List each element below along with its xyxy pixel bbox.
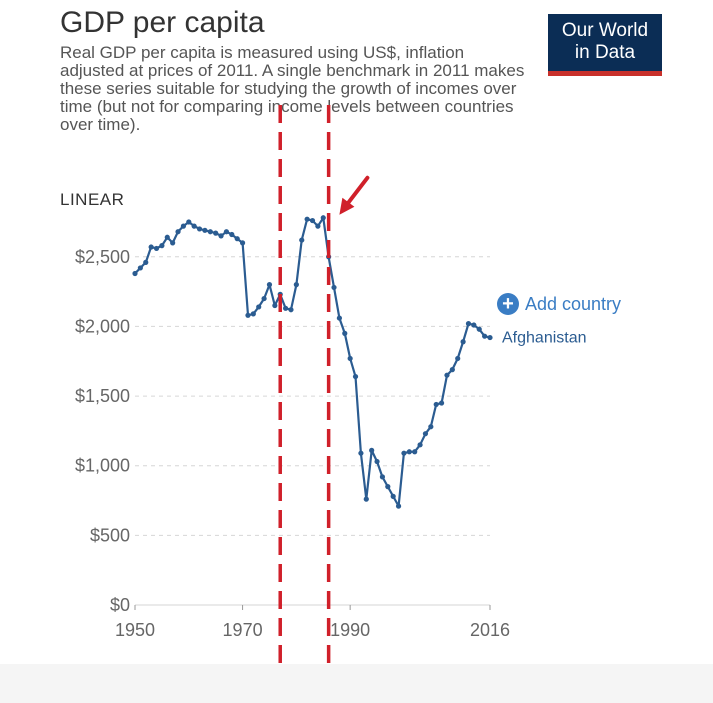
data-point	[175, 229, 181, 235]
series-line	[134, 216, 491, 508]
data-point	[153, 245, 160, 252]
data-point	[331, 284, 337, 291]
data-point	[207, 229, 213, 235]
add-country-button[interactable]: + Add country	[497, 293, 621, 315]
data-point	[406, 449, 412, 455]
data-point	[412, 449, 418, 455]
data-point	[342, 330, 348, 336]
data-point	[379, 474, 386, 480]
data-point	[487, 334, 493, 341]
data-point	[266, 282, 273, 288]
data-point	[137, 265, 143, 271]
data-point	[223, 229, 230, 235]
data-point	[283, 305, 289, 311]
data-point	[369, 447, 375, 453]
data-point	[438, 400, 445, 406]
data-point	[476, 326, 482, 332]
data-point	[213, 230, 219, 236]
chart-subtitle: Real GDP per capita is measured using US…	[60, 43, 525, 134]
data-point	[465, 321, 472, 327]
annotation-layer	[278, 105, 370, 703]
x-tick-label: 2016	[470, 620, 510, 640]
y-tick-label: $500	[90, 525, 130, 545]
data-point	[455, 355, 461, 362]
x-tick-label: 1970	[223, 620, 263, 640]
bottom-strip	[0, 664, 713, 703]
data-point	[363, 496, 369, 502]
data-point	[299, 237, 305, 243]
y-tick-label: $1,000	[75, 456, 130, 476]
data-point	[482, 333, 488, 339]
x-tick-label: 1950	[115, 620, 155, 640]
data-point	[352, 373, 359, 380]
logo-line-2: in Data	[574, 42, 636, 63]
data-point	[288, 307, 294, 313]
grid-layer	[135, 256, 490, 606]
y-tick-label: $2,000	[75, 316, 130, 336]
data-point	[191, 223, 197, 229]
data-point	[347, 355, 353, 362]
page-title: GDP per capita	[60, 6, 265, 39]
series-layer: Afghanistan	[132, 215, 587, 509]
data-point	[143, 259, 149, 265]
data-point	[245, 312, 251, 318]
data-point	[374, 458, 380, 465]
data-point	[250, 311, 256, 317]
data-point	[422, 431, 429, 437]
data-point	[460, 339, 466, 345]
add-country-label: Add country	[525, 293, 622, 314]
data-point	[433, 401, 439, 408]
data-point	[229, 231, 235, 238]
logo-line-1: Our World	[561, 20, 649, 41]
data-point	[336, 315, 342, 321]
data-point	[132, 270, 138, 277]
data-point	[304, 216, 310, 222]
data-point	[170, 240, 176, 246]
data-point	[428, 424, 434, 430]
data-point	[293, 282, 299, 288]
data-point	[395, 503, 402, 509]
data-point	[159, 243, 165, 249]
y-tick-label: $2,500	[75, 247, 130, 267]
data-point	[202, 227, 208, 233]
data-point	[239, 240, 246, 246]
x-tick-label: 1990	[330, 620, 370, 640]
y-tick-label: $0	[110, 595, 130, 615]
data-point	[320, 215, 326, 221]
data-point	[358, 450, 364, 456]
y-tick-label: $1,500	[75, 386, 130, 406]
axis-layer: $0 $500 $1,000 $1,500 $2,000 $2,500 1950 1970 19…	[75, 247, 510, 640]
data-point	[148, 244, 154, 250]
plus-icon: +	[497, 293, 519, 315]
owid-logo[interactable]: Our World in Data	[548, 14, 662, 76]
data-point	[309, 217, 316, 224]
data-point	[256, 304, 262, 310]
data-point	[186, 219, 192, 225]
data-point	[234, 236, 240, 242]
data-point	[390, 493, 396, 499]
data-point	[261, 295, 267, 302]
data-point	[196, 226, 203, 232]
data-point	[385, 484, 391, 490]
data-point	[401, 450, 407, 456]
data-point	[164, 234, 170, 240]
data-point	[315, 223, 321, 229]
scale-toggle-button[interactable]: LINEAR	[60, 190, 125, 209]
data-point	[471, 322, 477, 328]
data-point	[444, 372, 450, 378]
data-point	[180, 223, 187, 229]
data-point	[218, 233, 224, 239]
data-point	[417, 442, 423, 448]
series-label: Afghanistan	[502, 330, 587, 347]
annotation-arrow-head	[339, 197, 355, 215]
data-point	[449, 367, 455, 373]
data-point	[272, 302, 278, 309]
